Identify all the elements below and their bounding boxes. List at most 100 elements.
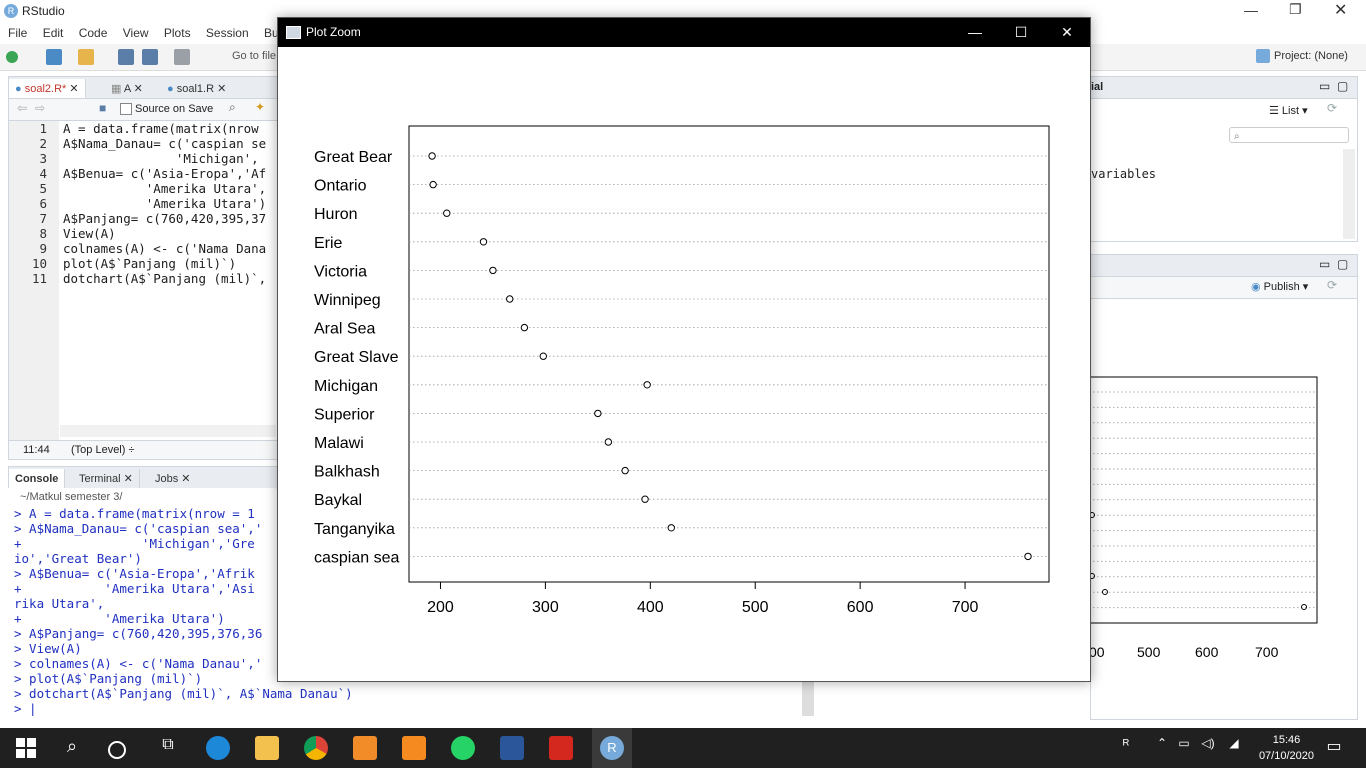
refresh-icon[interactable]: ⟳ (1327, 278, 1338, 292)
publish-button[interactable]: ◉ Publish ▾ (1251, 281, 1309, 293)
menu-plots[interactable]: Plots (163, 26, 191, 40)
console-line: > colnames(A) <- c('Nama Danau',' (14, 656, 263, 671)
media-player-icon[interactable] (353, 736, 377, 760)
project-menu[interactable]: Project: (None) (1274, 50, 1348, 62)
print-icon[interactable] (174, 49, 190, 65)
env-scrollbar[interactable] (1343, 149, 1355, 239)
maximize-pane-icon[interactable]: ▢ (1337, 79, 1349, 93)
minimize-button[interactable]: — (968, 24, 982, 40)
chrome-icon[interactable] (304, 736, 328, 760)
category-label: Huron (314, 206, 358, 223)
tray-arrow-icon[interactable]: ⌃ (1156, 736, 1168, 750)
data-point (1024, 552, 1032, 561)
word-icon[interactable] (500, 736, 524, 760)
cortana-icon[interactable] (108, 741, 126, 759)
whatsapp-icon[interactable] (451, 736, 475, 760)
close-button[interactable]: ✕ (1061, 24, 1073, 40)
category-label: Baykal (314, 492, 362, 509)
back-arrow-icon[interactable]: ⇦ (17, 101, 28, 115)
menu-code[interactable]: Code (78, 26, 108, 40)
open-file-icon[interactable] (78, 49, 94, 65)
window-icon (286, 26, 301, 39)
cursor-position: 11:44 (23, 444, 50, 456)
console-tabs: Console Terminal ✕ Jobs ✕ (8, 466, 278, 489)
scope-selector[interactable]: (Top Level) ÷ (71, 444, 135, 456)
acrobat-icon[interactable] (549, 736, 573, 760)
tab-tutorial[interactable]: ial (1091, 81, 1104, 93)
x-tick-label: 500 (742, 599, 769, 616)
minimize-pane-icon[interactable]: ▭ (1319, 79, 1331, 93)
volume-icon[interactable]: ◁) (1201, 736, 1215, 750)
edge-icon[interactable] (206, 736, 230, 760)
console-line: > plot(A$`Panjang (mil)`) (14, 671, 203, 686)
console-prompt[interactable]: > | (14, 701, 37, 716)
system-clock[interactable]: 15:46 07/10/2020 (1259, 732, 1314, 764)
tab-soal2[interactable]: ● soal2.R* ✕ (9, 79, 86, 99)
save-all-icon[interactable] (142, 49, 158, 65)
list-menu[interactable]: ☰ List ▾ (1269, 105, 1308, 117)
battery-icon[interactable]: ▭ (1178, 736, 1190, 750)
x-tick-label: 200 (427, 599, 454, 616)
bg-plot-point (1301, 604, 1307, 610)
category-label: Tanganyika (314, 521, 395, 538)
console-line: > dotchart(A$`Panjang (mil)`, A$`Nama Da… (14, 686, 353, 701)
new-project-icon[interactable] (46, 49, 62, 65)
data-point (506, 295, 514, 303)
tab-soal1[interactable]: ● soal1.R ✕ (167, 83, 227, 95)
search-icon[interactable]: ⌕ (66, 736, 78, 756)
file-explorer-icon[interactable] (255, 736, 279, 760)
minimize-icon[interactable]: — (1244, 2, 1258, 18)
app-title: RStudio (22, 4, 65, 18)
category-label: Balkhash (314, 464, 380, 481)
menu-build[interactable]: Bu (263, 26, 279, 40)
tab-jobs[interactable]: Jobs ✕ (155, 473, 191, 485)
search-icon: ⌕ (1234, 131, 1240, 142)
r-app-icon[interactable]: R (592, 728, 632, 768)
bg-x-tick: 00 (1091, 644, 1105, 660)
console-line: > View(A) (14, 641, 82, 656)
category-label: Michigan (314, 378, 378, 395)
publish-icon: ◉ (1251, 281, 1264, 293)
tab-console[interactable]: Console (9, 469, 66, 489)
env-message: variables (1091, 167, 1157, 181)
menu-file[interactable]: File (8, 26, 28, 40)
data-point (604, 438, 613, 446)
menu-edit[interactable]: Edit (42, 26, 64, 40)
forward-arrow-icon[interactable]: ⇨ (35, 101, 46, 115)
wifi-icon[interactable]: ◢ (1229, 736, 1239, 750)
clock-date: 07/10/2020 (1258, 750, 1314, 762)
go-to-file-input[interactable]: Go to file (232, 50, 277, 62)
restore-icon[interactable]: ❐ (1289, 1, 1302, 17)
minimize-pane-icon[interactable]: ▭ (1319, 257, 1331, 271)
tab-terminal[interactable]: Terminal ✕ (73, 469, 140, 489)
notification-icon[interactable]: ▭ (1326, 738, 1342, 755)
save-icon[interactable]: ■ (99, 101, 107, 115)
magic-wand-icon[interactable]: ✦ (255, 100, 266, 114)
sublime-text-icon[interactable] (402, 736, 426, 760)
source-on-save-checkbox[interactable] (120, 103, 132, 115)
env-search-input[interactable]: ⌕ (1229, 127, 1349, 143)
new-file-icon[interactable] (6, 51, 18, 63)
search-icon[interactable]: ⌕ (229, 100, 236, 114)
save-icon[interactable] (118, 49, 134, 65)
maximize-button[interactable]: ☐ (1014, 24, 1028, 40)
bg-x-tick: 700 (1255, 644, 1279, 660)
menu-session[interactable]: Session (205, 26, 249, 40)
console-scrollbar[interactable] (802, 680, 814, 716)
tab-a[interactable]: ▦ A ✕ (111, 83, 143, 95)
data-point (520, 323, 529, 332)
windows-start-icon[interactable] (14, 736, 38, 760)
refresh-icon[interactable]: ⟳ (1327, 101, 1338, 115)
console-line: + 'Amerika Utara','Asi (14, 581, 255, 596)
menu-view[interactable]: View (122, 26, 149, 40)
data-point (594, 409, 602, 418)
close-icon[interactable]: ✕ (1334, 2, 1348, 19)
editor-hscrollbar[interactable] (60, 425, 276, 437)
people-icon[interactable]: ᴿ (1122, 736, 1130, 752)
maximize-pane-icon[interactable]: ▢ (1337, 257, 1349, 271)
plot-zoom-titlebar[interactable]: Plot Zoom — ☐ ✕ (278, 18, 1090, 47)
task-view-icon[interactable]: ⧉ (162, 736, 174, 753)
files-plots-tabs: ▭ ▢ (1090, 254, 1358, 277)
category-label: Winnipeg (314, 292, 381, 309)
